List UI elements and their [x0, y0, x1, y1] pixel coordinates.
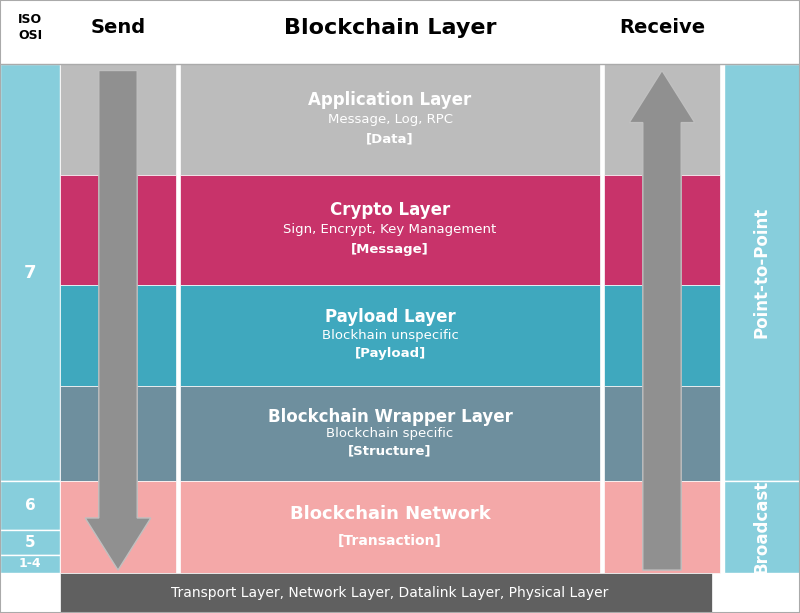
Bar	[604, 175, 720, 285]
Bar	[604, 64, 720, 175]
Text: ISO
OSI: ISO OSI	[18, 13, 42, 42]
Text: Payload Layer: Payload Layer	[325, 308, 455, 326]
Bar	[0, 530, 60, 555]
Bar	[0, 555, 60, 573]
Bar	[180, 481, 600, 573]
Bar	[604, 481, 720, 573]
Bar	[724, 481, 800, 573]
Text: 7: 7	[24, 264, 36, 282]
Text: Crypto Layer: Crypto Layer	[330, 201, 450, 219]
Text: 5: 5	[25, 535, 35, 550]
Bar	[180, 285, 600, 386]
Bar	[60, 386, 176, 481]
Bar	[180, 64, 600, 175]
Bar	[60, 573, 712, 613]
Text: Transport Layer, Network Layer, Datalink Layer, Physical Layer: Transport Layer, Network Layer, Datalink…	[171, 586, 609, 600]
Polygon shape	[85, 70, 151, 570]
Text: Blockchain specific: Blockchain specific	[326, 427, 454, 440]
Bar	[724, 64, 800, 481]
Text: [Structure]: [Structure]	[348, 444, 432, 457]
Polygon shape	[629, 70, 694, 570]
Bar	[604, 285, 720, 386]
Bar	[60, 64, 176, 573]
Text: Point-to-Point: Point-to-Point	[753, 207, 771, 338]
Text: Blockchain Layer: Blockchain Layer	[284, 18, 496, 37]
Bar	[604, 386, 720, 481]
Text: [Data]: [Data]	[366, 133, 414, 146]
Bar	[180, 386, 600, 481]
Bar	[60, 64, 176, 175]
Text: Message, Log, RPC: Message, Log, RPC	[327, 113, 453, 126]
Text: Send: Send	[90, 18, 146, 37]
Text: Blockchain Network: Blockchain Network	[290, 504, 490, 523]
Bar	[180, 175, 600, 285]
Text: 1-4: 1-4	[18, 557, 42, 571]
Text: Blockhain unspecific: Blockhain unspecific	[322, 329, 458, 342]
Text: [Payload]: [Payload]	[354, 348, 426, 360]
Text: Application Layer: Application Layer	[308, 91, 472, 109]
Bar	[0, 481, 60, 530]
Bar	[60, 175, 176, 285]
Text: Sign, Encrypt, Key Management: Sign, Encrypt, Key Management	[283, 223, 497, 237]
Bar	[60, 285, 176, 386]
Text: [Message]: [Message]	[351, 243, 429, 256]
Text: Broadcast: Broadcast	[753, 480, 771, 574]
Text: Receive: Receive	[619, 18, 705, 37]
Text: [Transaction]: [Transaction]	[338, 534, 442, 547]
Bar	[0, 64, 60, 481]
Text: 6: 6	[25, 498, 35, 513]
Text: Blockchain Wrapper Layer: Blockchain Wrapper Layer	[267, 408, 513, 425]
Bar	[604, 64, 720, 573]
Bar	[60, 481, 176, 573]
